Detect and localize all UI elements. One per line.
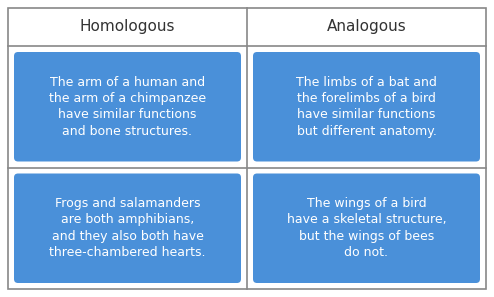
Text: Homologous: Homologous — [80, 20, 175, 34]
Text: The wings of a bird
have a skeletal structure,
but the wings of bees
do not.: The wings of a bird have a skeletal stru… — [287, 197, 446, 260]
FancyBboxPatch shape — [253, 52, 480, 162]
Text: Analogous: Analogous — [327, 20, 407, 34]
Text: The limbs of a bat and
the forelimbs of a bird
have similar functions
but differ: The limbs of a bat and the forelimbs of … — [296, 75, 437, 138]
FancyBboxPatch shape — [14, 173, 241, 283]
Text: Frogs and salamanders
are both amphibians,
and they also both have
three-chamber: Frogs and salamanders are both amphibian… — [49, 197, 206, 260]
FancyBboxPatch shape — [253, 173, 480, 283]
FancyBboxPatch shape — [14, 52, 241, 162]
Text: The arm of a human and
the arm of a chimpanzee
have similar functions
and bone s: The arm of a human and the arm of a chim… — [49, 75, 206, 138]
